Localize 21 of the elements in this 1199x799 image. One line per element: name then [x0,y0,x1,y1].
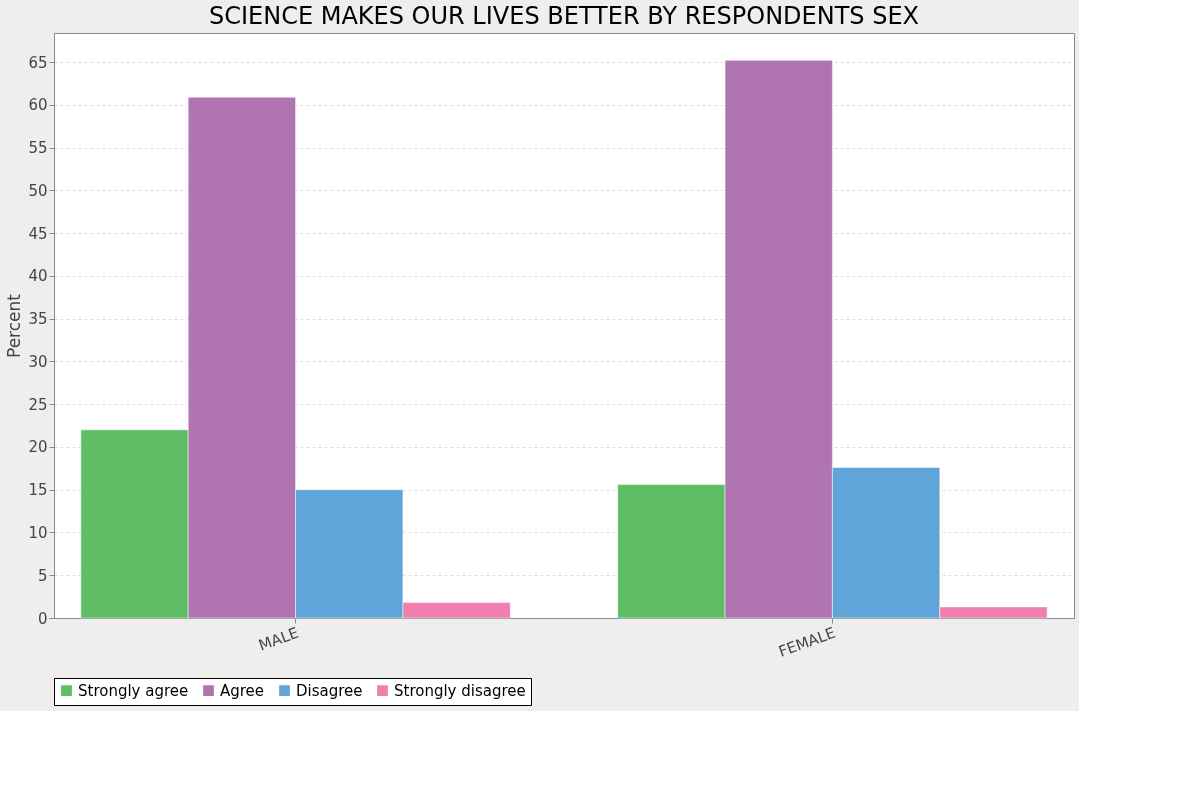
y-tick-label: 55 [28,139,48,158]
y-tick-label: 25 [28,395,48,414]
y-tick-label: 30 [28,352,48,371]
y-axis-title: Percent [4,293,25,358]
y-tick-label: 65 [28,53,48,72]
legend-label: Strongly agree [78,681,189,700]
y-tick-label: 40 [28,267,48,286]
y-tick-label: 5 [37,566,48,585]
y-tick-label: 0 [37,609,48,628]
legend-label: Agree [220,681,265,700]
y-tick-label: 10 [28,523,48,542]
y-tick-label: 45 [28,224,48,243]
y-tick-label: 35 [28,310,48,329]
legend-label: Disagree [296,681,363,700]
y-tick-label: 15 [28,481,48,500]
y-tick-label: 20 [28,438,48,457]
y-tick-label: 50 [28,181,48,200]
y-tick-label: 60 [28,96,48,115]
legend-label: Strongly disagree [394,681,526,700]
x-tick-label: MALE [256,623,302,655]
chart-title: SCIENCE MAKES OUR LIVES BETTER BY RESPONDENTS SEX [208,2,920,30]
